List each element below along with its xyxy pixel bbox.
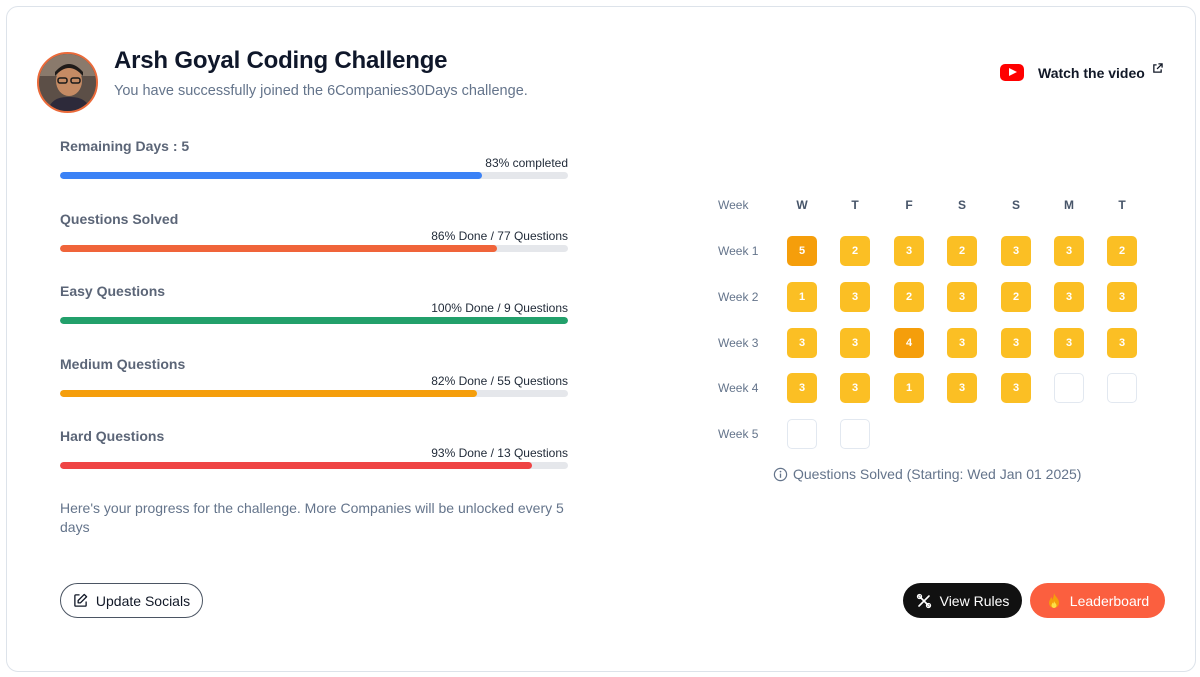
- leaderboard-label: Leaderboard: [1069, 592, 1150, 609]
- progress-fill: [60, 317, 568, 324]
- calendar-day-cell[interactable]: 3: [894, 236, 924, 266]
- calendar-day-cell[interactable]: 1: [787, 282, 817, 312]
- calendar-day-cell[interactable]: 3: [947, 328, 977, 358]
- calendar-week-label: Week 4: [718, 381, 759, 395]
- calendar-day-header: S: [1011, 198, 1020, 212]
- calendar-day-header: M: [1064, 198, 1074, 212]
- progress-track: [60, 390, 568, 397]
- progress-label: Hard Questions: [60, 428, 165, 444]
- calendar-week-label: Week 3: [718, 336, 759, 350]
- progress-label: Medium Questions: [60, 356, 186, 372]
- calendar-day-header: T: [851, 198, 859, 212]
- calendar-day-cell[interactable]: 3: [840, 328, 870, 358]
- progress-track: [60, 172, 568, 179]
- calendar-day-cell[interactable]: 3: [1107, 328, 1137, 358]
- youtube-icon: [1000, 64, 1024, 81]
- progress-meta: 83% completed: [485, 156, 568, 170]
- calendar-day-cell[interactable]: [1054, 373, 1084, 403]
- watch-video-link[interactable]: Watch the video: [1000, 63, 1163, 81]
- progress-label: Easy Questions: [60, 283, 166, 299]
- progress-meta: 100% Done / 9 Questions: [431, 301, 568, 315]
- calendar-day-header: T: [1118, 198, 1126, 212]
- progress-fill: [60, 172, 482, 179]
- watch-video-label: Watch the video: [1038, 64, 1145, 81]
- calendar-day-cell[interactable]: 3: [1001, 373, 1031, 403]
- avatar: [37, 52, 98, 113]
- progress-label: Remaining Days : 5: [60, 138, 190, 154]
- calendar-day-cell[interactable]: 3: [787, 373, 817, 403]
- calendar-day-cell[interactable]: 2: [1107, 236, 1137, 266]
- view-rules-label: View Rules: [939, 592, 1010, 609]
- calendar-day-header: W: [796, 198, 808, 212]
- progress-fill: [60, 245, 497, 252]
- progress-questions-solved: Questions Solved 86% Done / 77 Questions: [60, 211, 568, 252]
- calendar-day-header: S: [957, 198, 966, 212]
- calendar-day-cell[interactable]: 3: [1054, 328, 1084, 358]
- calendar-week-label: Week 2: [718, 290, 759, 304]
- progress-meta: 82% Done / 55 Questions: [431, 374, 568, 388]
- calendar-day-cell[interactable]: 2: [840, 236, 870, 266]
- calendar-day-cell[interactable]: 3: [1001, 328, 1031, 358]
- challenge-card: [6, 6, 1196, 672]
- progress-fill: [60, 390, 477, 397]
- calendar-day-cell[interactable]: 2: [947, 236, 977, 266]
- calendar-week-label: Week 1: [718, 244, 759, 258]
- progress-track: [60, 245, 568, 252]
- info-icon: [773, 467, 788, 481]
- progress-medium-questions: Medium Questions 82% Done / 55 Questions: [60, 356, 568, 397]
- progress-remaining-days: Remaining Days : 5 83% completed: [60, 138, 568, 179]
- progress-fill: [60, 462, 533, 469]
- progress-label: Questions Solved: [60, 211, 179, 227]
- edit-icon: [74, 593, 88, 607]
- progress-meta: 86% Done / 77 Questions: [431, 229, 568, 243]
- calendar-day-cell[interactable]: 3: [840, 373, 870, 403]
- page-subtitle: You have successfully joined the 6Compan…: [114, 83, 528, 99]
- calendar-day-cell[interactable]: 3: [947, 282, 977, 312]
- progress-hard-questions: Hard Questions 93% Done / 13 Questions: [60, 428, 568, 469]
- calendar-day-cell[interactable]: 5: [787, 236, 817, 266]
- update-socials-button[interactable]: Update Socials: [60, 583, 203, 618]
- calendar-day-cell[interactable]: 3: [947, 373, 977, 403]
- calendar-day-cell[interactable]: 4: [894, 328, 924, 358]
- calendar-day-cell[interactable]: 2: [1001, 282, 1031, 312]
- progress-track: [60, 462, 568, 469]
- leaderboard-button[interactable]: Leaderboard: [1030, 583, 1165, 618]
- progress-track: [60, 317, 568, 324]
- calendar-day-cell[interactable]: 2: [894, 282, 924, 312]
- calendar-caption-text: Questions Solved (Starting: Wed Jan 01 2…: [793, 466, 1082, 482]
- progress-easy-questions: Easy Questions 100% Done / 9 Questions: [60, 283, 568, 324]
- page-title: Arsh Goyal Coding Challenge: [114, 47, 448, 74]
- calendar-day-cell[interactable]: [1107, 373, 1137, 403]
- update-socials-label: Update Socials: [95, 592, 191, 609]
- progress-meta: 93% Done / 13 Questions: [431, 446, 568, 460]
- progress-note: Here's your progress for the challenge. …: [60, 500, 564, 535]
- calendar-week-header: Week: [718, 198, 749, 212]
- calendar-day-cell[interactable]: 3: [1054, 282, 1084, 312]
- view-rules-button[interactable]: View Rules: [903, 583, 1022, 618]
- external-link-icon: [1153, 63, 1163, 73]
- calendar-day-cell[interactable]: 3: [787, 328, 817, 358]
- calendar-day-cell[interactable]: 1: [894, 373, 924, 403]
- calendar-day-cell[interactable]: 3: [840, 282, 870, 312]
- calendar-day-header: F: [905, 198, 913, 212]
- calendar-day-cell[interactable]: 3: [1107, 282, 1137, 312]
- tools-icon: [916, 593, 931, 608]
- calendar-caption: Questions Solved (Starting: Wed Jan 01 2…: [773, 466, 1081, 482]
- calendar-week-label: Week 5: [718, 427, 759, 441]
- calendar-day-cell[interactable]: [840, 419, 870, 449]
- calendar-day-cell[interactable]: 3: [1001, 236, 1031, 266]
- fire-icon: [1048, 592, 1059, 608]
- calendar-day-cell[interactable]: [787, 419, 817, 449]
- calendar-day-cell[interactable]: 3: [1054, 236, 1084, 266]
